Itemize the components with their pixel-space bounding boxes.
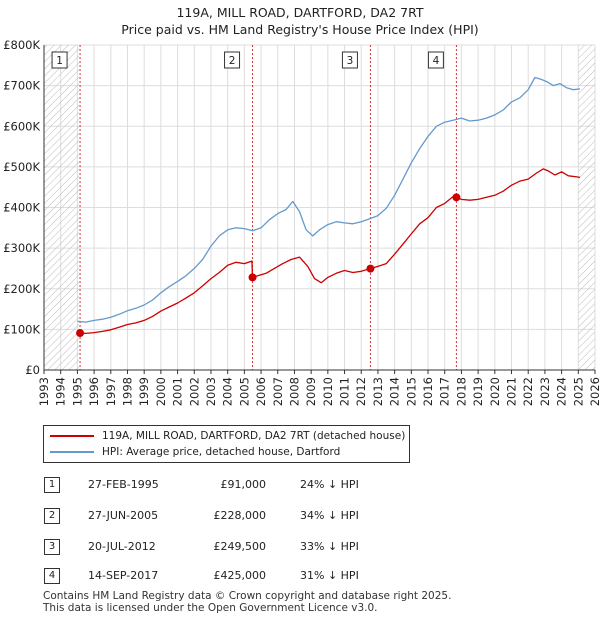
x-tick-label: 1996 — [87, 377, 101, 406]
y-tick-label: £600K — [3, 119, 40, 133]
x-tick-label: 2016 — [421, 377, 435, 406]
x-tick-label: 1995 — [70, 377, 84, 406]
transaction-row: 1 27-FEB-1995 £91,000 24% ↓ HPI — [0, 477, 600, 497]
x-tick-label: 1994 — [54, 377, 68, 406]
y-tick-label: £300K — [3, 241, 40, 255]
transaction-number: 2 — [44, 508, 60, 524]
x-tick-label: 2013 — [371, 377, 385, 406]
x-tick-label: 2005 — [237, 377, 251, 406]
sale-number-label: 1 — [56, 55, 63, 67]
transaction-hpi: 24% ↓ HPI — [300, 478, 359, 491]
x-tick-label: 2008 — [287, 377, 301, 406]
x-tick-label: 2011 — [338, 377, 352, 406]
transaction-hpi: 31% ↓ HPI — [300, 569, 359, 582]
price-chart: 1 2 3 4 £0 £100K £200K £300K £400K £500K £600K £70… — [3, 38, 600, 406]
x-tick-label: 1999 — [137, 377, 151, 406]
x-tick-label: 2007 — [271, 377, 285, 406]
sale-number-label: 4 — [433, 55, 440, 67]
legend-label-hpi: HPI: Average price, detached house, Dart… — [102, 446, 341, 458]
y-tick-label: £400K — [3, 201, 40, 215]
y-tick-label: £0 — [25, 363, 40, 377]
x-tick-label: 1998 — [120, 377, 134, 406]
x-tick-label: 2022 — [521, 377, 535, 406]
transaction-price: £228,000 — [213, 509, 267, 522]
x-tick-label: 2002 — [187, 377, 201, 406]
transaction-date: 14-SEP-2017 — [88, 569, 159, 582]
x-tick-label: 2020 — [488, 377, 502, 406]
transaction-number: 4 — [44, 568, 60, 584]
transaction-date: 27-JUN-2005 — [88, 509, 159, 522]
x-tick-label: 2000 — [154, 377, 168, 406]
price-paid-line — [80, 168, 581, 335]
sale-number-box — [341, 51, 358, 69]
transaction-date: 20-JUL-2012 — [88, 540, 156, 553]
x-tick-label: 2014 — [388, 377, 402, 406]
y-tick-label: £500K — [3, 160, 40, 174]
transaction-hpi: 33% ↓ HPI — [300, 540, 359, 553]
sale-number-box — [224, 51, 241, 69]
sale-number-label: 3 — [347, 55, 354, 67]
sale-number-box — [51, 51, 68, 69]
x-tick-label: 2017 — [438, 377, 452, 406]
hatched-region — [578, 45, 595, 370]
transaction-price: £425,000 — [213, 569, 267, 582]
y-tick-label: £200K — [3, 282, 40, 296]
sale-point — [452, 193, 461, 202]
x-tick-label: 2024 — [555, 377, 569, 406]
transaction-row: 3 20-JUL-2012 £249,500 33% ↓ HPI — [0, 539, 600, 559]
sale-point — [248, 273, 257, 282]
transaction-number: 1 — [44, 477, 60, 493]
y-tick-label: £700K — [3, 79, 40, 93]
x-tick-label: 2026 — [588, 377, 600, 406]
sale-number-label: 2 — [229, 55, 236, 67]
y-tick-label: £800K — [3, 38, 40, 52]
y-tick-label: £100K — [3, 322, 40, 336]
chart-subtitle: Price paid vs. HM Land Registry's House … — [121, 22, 479, 37]
hatched-region — [44, 45, 80, 370]
transaction-date: 27-FEB-1995 — [88, 478, 159, 491]
x-tick-label: 2003 — [204, 377, 218, 406]
transaction-row: 4 14-SEP-2017 £425,000 31% ↓ HPI — [0, 568, 600, 588]
legend-swatch-price — [50, 435, 94, 437]
x-tick-label: 2012 — [354, 377, 368, 406]
transaction-number: 3 — [44, 539, 60, 555]
sale-point — [76, 329, 85, 338]
x-tick-label: 2018 — [454, 377, 468, 406]
footer-licence: This data is licensed under the Open Gov… — [43, 602, 378, 614]
legend: 119A, MILL ROAD, DARTFORD, DA2 7RT (deta… — [43, 425, 410, 463]
transaction-hpi: 34% ↓ HPI — [300, 509, 359, 522]
transaction-row: 2 27-JUN-2005 £228,000 34% ↓ HPI — [0, 508, 600, 528]
x-tick-label: 1993 — [37, 377, 51, 406]
x-tick-label: 2021 — [505, 377, 519, 406]
x-tick-label: 2025 — [571, 377, 585, 406]
sale-number-box — [427, 51, 444, 69]
hpi-line — [77, 76, 581, 323]
x-tick-label: 2015 — [404, 377, 418, 406]
sale-point — [366, 264, 375, 273]
legend-item-price: 119A, MILL ROAD, DARTFORD, DA2 7RT (deta… — [50, 429, 405, 443]
x-tick-label: 2023 — [538, 377, 552, 406]
legend-swatch-hpi — [50, 451, 94, 453]
transaction-price: £91,000 — [220, 478, 267, 491]
x-tick-label: 2001 — [171, 377, 185, 406]
x-tick-label: 2004 — [221, 377, 235, 406]
x-tick-label: 2006 — [254, 377, 268, 406]
legend-label-price: 119A, MILL ROAD, DARTFORD, DA2 7RT (deta… — [102, 430, 406, 442]
x-tick-label: 2009 — [304, 377, 318, 406]
x-tick-label: 2019 — [471, 377, 485, 406]
footer-copyright: Contains HM Land Registry data © Crown c… — [43, 590, 452, 602]
transaction-price: £249,500 — [213, 540, 267, 553]
legend-item-hpi: HPI: Average price, detached house, Dart… — [50, 445, 340, 459]
x-tick-label: 1997 — [104, 377, 118, 406]
chart-title: 119A, MILL ROAD, DARTFORD, DA2 7RT — [176, 5, 424, 20]
x-tick-label: 2010 — [321, 377, 335, 406]
